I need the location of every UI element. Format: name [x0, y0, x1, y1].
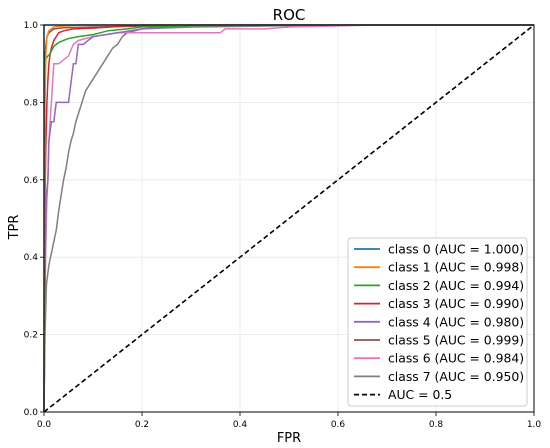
x-tick-label: 0.0 [37, 420, 52, 430]
series-line-2 [43, 24, 534, 413]
x-tick-label: 0.6 [331, 420, 346, 430]
y-tick-label: 0.6 [24, 176, 39, 186]
x-tick-label: 0.2 [135, 420, 149, 430]
series-line-4 [43, 24, 534, 413]
legend-label-8: AUC = 0.5 [388, 387, 452, 402]
legend-label-5: class 5 (AUC = 0.999) [388, 333, 524, 348]
x-tick-label: 1.0 [527, 420, 542, 430]
x-tick-label: 0.4 [233, 420, 248, 430]
chart-title: ROC [273, 6, 306, 24]
legend-label-2: class 2 (AUC = 0.994) [388, 278, 524, 293]
legend-box [347, 237, 528, 407]
series-line-8 [43, 24, 535, 413]
y-tick-label: 0.4 [24, 253, 39, 263]
x-tick-label: 0.8 [429, 420, 444, 430]
y-tick-label: 1.0 [24, 21, 39, 31]
y-tick-label: 0.2 [24, 331, 38, 341]
legend-label-0: class 0 (AUC = 1.000) [388, 242, 524, 257]
legend-label-7: class 7 (AUC = 0.950) [388, 369, 524, 384]
legend: class 0 (AUC = 1.000) class 1 (AUC = 0.99… [347, 237, 528, 407]
y-tick-label: 0.0 [24, 408, 39, 418]
y-tick-label: 0.8 [24, 98, 39, 108]
legend-label-6: class 6 (AUC = 0.984) [388, 351, 524, 366]
x-axis-label: FPR [277, 431, 301, 446]
series-line-3 [43, 24, 534, 413]
grid [43, 24, 535, 413]
series-line-7 [43, 24, 534, 413]
y-axis-label: TPR [7, 215, 22, 241]
legend-label-3: class 3 (AUC = 0.990) [388, 296, 524, 311]
plot-frame [43, 24, 535, 413]
legend-label-4: class 4 (AUC = 0.980) [388, 314, 524, 329]
ticks: 0.0 0.2 0.4 0.6 0.8 1.0 0.0 0.2 0.4 0.6 0.8 1.0 [24, 21, 542, 430]
legend-label-1: class 1 (AUC = 0.998) [388, 260, 524, 275]
